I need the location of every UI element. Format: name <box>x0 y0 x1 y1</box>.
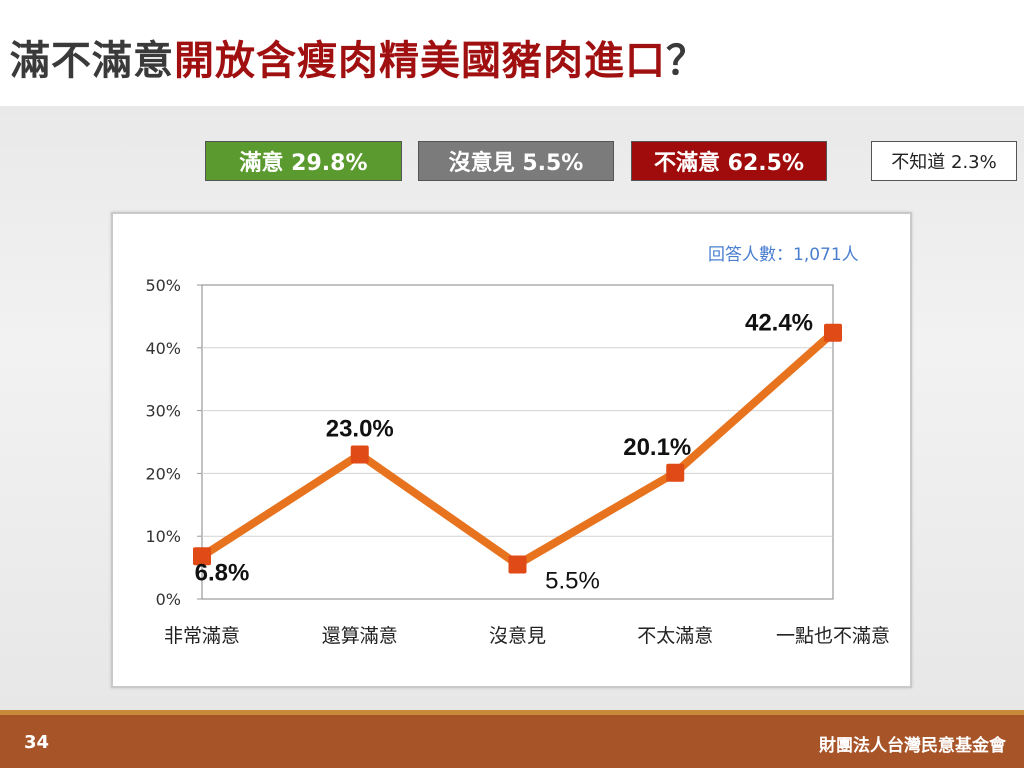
y-tick-label: 40% <box>145 339 181 358</box>
summary-no-opinion-box: 沒意見 5.5% <box>418 141 614 181</box>
organization-name: 財團法人台灣民意基金會 <box>819 736 1006 756</box>
x-category-label: 沒意見 <box>489 625 546 647</box>
summary-dissatisfied-box: 不滿意 62.5% <box>631 141 827 181</box>
y-tick-label: 30% <box>145 402 181 421</box>
page-title: 滿不滿意開放含瘦肉精美國豬肉進口？ <box>10 28 707 86</box>
x-category-label: 非常滿意 <box>164 625 240 647</box>
y-tick-label: 0% <box>156 590 181 609</box>
x-category-label: 還算滿意 <box>322 625 398 647</box>
plot-frame <box>201 284 834 600</box>
data-label: 20.1% <box>623 434 691 461</box>
summary-satisfied-box: 滿意 29.8% <box>205 141 402 181</box>
data-label: 23.0% <box>326 416 394 443</box>
title-highlight: 開放含瘦肉精美國豬肉進口 <box>174 38 666 84</box>
title-prefix: 滿不滿意 <box>10 38 174 84</box>
data-label: 6.8% <box>195 559 250 586</box>
y-tick-label: 50% <box>145 276 181 295</box>
line-chart: 0% 10% 20% 30% 40% 50% 非常滿意 還算滿意 沒意見 不太滿意 一點也不滿意 6.… <box>145 276 890 647</box>
data-point-marker <box>824 323 842 342</box>
x-category-label: 一點也不滿意 <box>776 625 890 647</box>
data-label: 5.5% <box>545 567 600 594</box>
x-category-label: 不太滿意 <box>637 625 713 647</box>
data-point-marker <box>666 463 685 482</box>
title-suffix: ？ <box>666 38 707 84</box>
data-point-marker <box>350 445 369 464</box>
y-tick-label: 10% <box>145 527 181 546</box>
respondent-count: 回答人數：1,071人 <box>708 245 859 265</box>
chart-panel: 0% 10% 20% 30% 40% 50% 非常滿意 還算滿意 沒意見 不太滿意 一點也不滿意 6.… <box>111 212 912 688</box>
data-label: 42.4% <box>745 310 813 337</box>
footer-bar <box>0 710 1024 768</box>
data-point-marker <box>193 547 211 566</box>
page-number: 34 <box>24 732 50 753</box>
summary-dont-know-box: 不知道 2.3% <box>871 141 1017 181</box>
series-line <box>199 329 836 570</box>
y-tick-label: 20% <box>145 464 181 483</box>
title-bar: 滿不滿意開放含瘦肉精美國豬肉進口？ <box>0 0 1024 106</box>
data-point-marker <box>508 555 527 574</box>
